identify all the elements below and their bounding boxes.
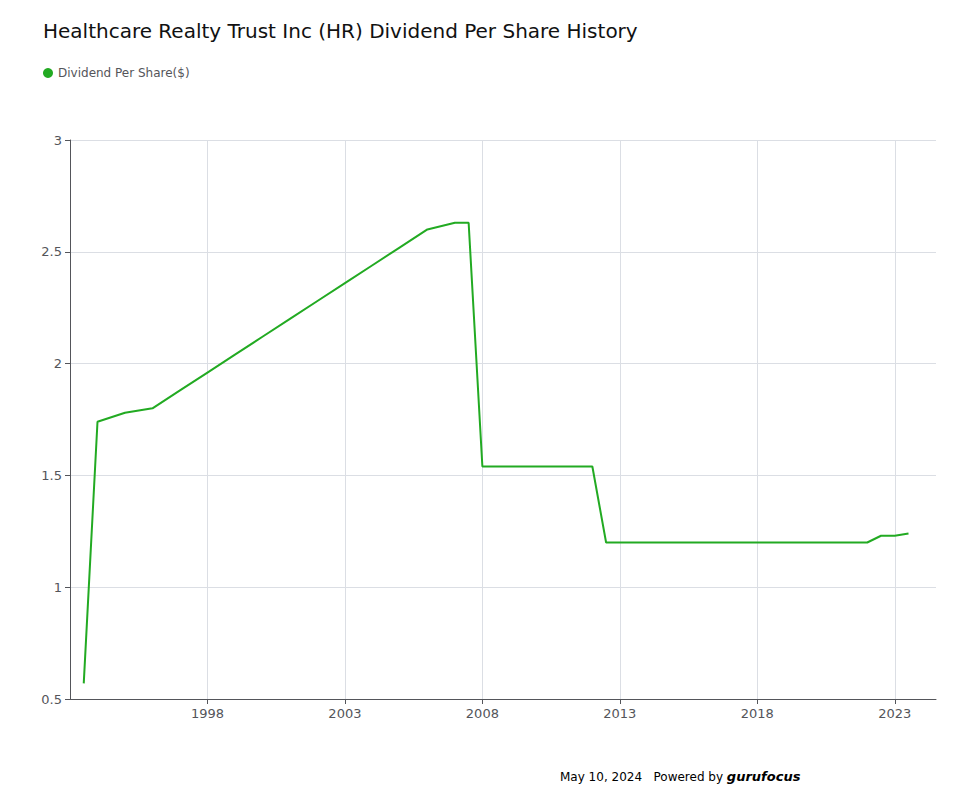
- svg-text:guru: guru: [727, 769, 761, 784]
- svg-text:1: 1: [54, 580, 62, 595]
- svg-text:2023: 2023: [878, 706, 911, 721]
- svg-text:2013: 2013: [603, 706, 636, 721]
- svg-text:Powered by: Powered by: [654, 770, 724, 784]
- svg-text:3: 3: [54, 133, 62, 148]
- svg-text:Healthcare Realty Trust Inc (H: Healthcare Realty Trust Inc (HR) Dividen…: [43, 19, 638, 43]
- svg-text:2018: 2018: [741, 706, 774, 721]
- svg-text:1998: 1998: [191, 706, 224, 721]
- svg-text:1.5: 1.5: [41, 468, 62, 483]
- svg-text:2003: 2003: [328, 706, 361, 721]
- svg-text:2.5: 2.5: [41, 244, 62, 259]
- svg-text:2008: 2008: [466, 706, 499, 721]
- svg-text:May 10, 2024: May 10, 2024: [560, 770, 642, 784]
- svg-text:Dividend Per Share($): Dividend Per Share($): [58, 66, 190, 80]
- svg-text:2: 2: [54, 356, 62, 371]
- svg-text:focus: focus: [761, 769, 801, 784]
- svg-text:0.5: 0.5: [41, 692, 62, 707]
